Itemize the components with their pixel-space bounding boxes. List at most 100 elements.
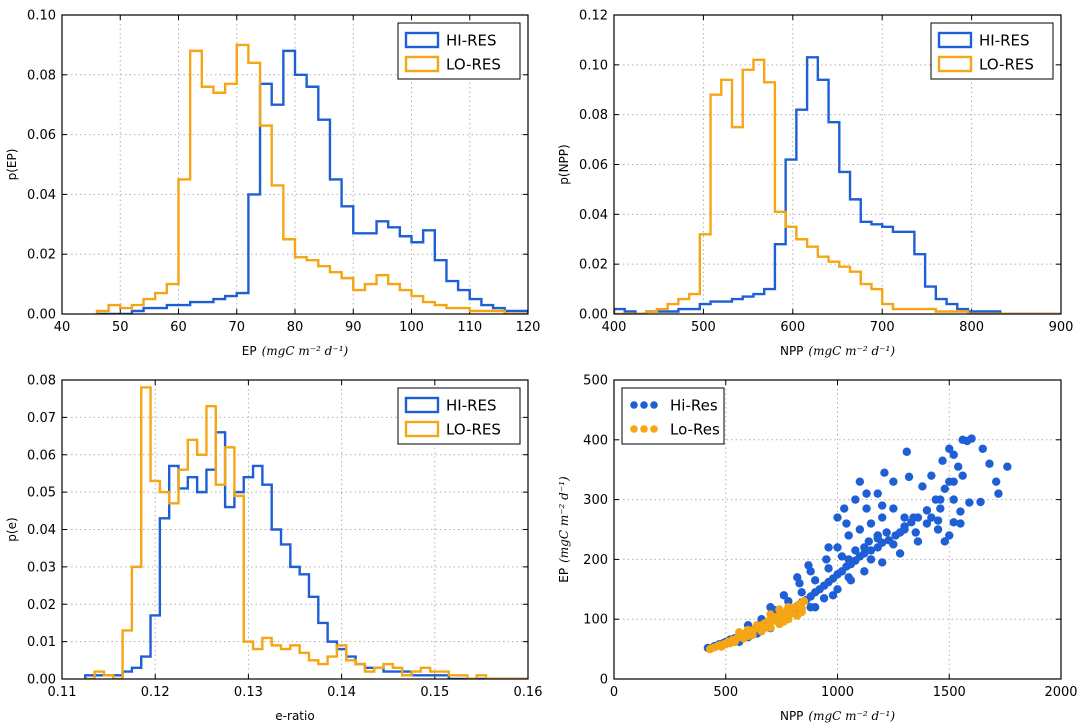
scatter-point-hi-res (949, 450, 958, 459)
legend-label: LO-RES (446, 56, 501, 74)
scatter-point-hi-res (844, 531, 853, 540)
x-tick-label: 1000 (821, 685, 854, 700)
y-tick-label: 0.04 (579, 208, 608, 223)
scatter-point-hi-res (956, 507, 965, 516)
legend-marker (650, 401, 658, 409)
x-tick-label: 120 (516, 320, 541, 335)
scatter-point-hi-res (810, 576, 820, 585)
scatter-point-hi-res (779, 591, 789, 600)
y-axis-label: p(NPP) (557, 144, 571, 184)
y-axis-name: p(e) (5, 517, 19, 541)
legend: HI-RES LO-RES (930, 22, 1054, 80)
scatter-point-hi-res (949, 518, 958, 527)
scatter-point-lo-res (779, 617, 789, 626)
scatter-point-hi-res (994, 489, 1003, 498)
x-axis-label: NPP (mgC m⁻² d⁻¹) (780, 709, 895, 723)
scatter-point-lo-res (734, 628, 744, 637)
scatter-point-hi-res (793, 573, 802, 582)
scatter-point-lo-res (743, 625, 753, 635)
x-tick-label: 600 (780, 320, 805, 335)
scatter-point-hi-res (967, 434, 976, 443)
scatter-point-hi-res (936, 504, 945, 513)
scatter-point-hi-res (880, 468, 889, 477)
y-tick-label: 500 (583, 374, 608, 389)
x-tick-label: 900 (1049, 320, 1074, 335)
y-tick-label: 0.06 (579, 158, 608, 173)
y-axis-name: p(EP) (5, 149, 19, 181)
x-axis-name: NPP (780, 344, 803, 358)
y-axis-label: EP (mgC m⁻² d⁻¹) (557, 476, 571, 583)
scatter-point-hi-res (837, 552, 847, 561)
y-tick-label: 0.01 (27, 635, 56, 650)
scatter-point-hi-res (840, 504, 849, 513)
legend-label: Lo-Res (670, 421, 720, 439)
x-tick-label: 0.11 (48, 685, 77, 700)
scatter-point-hi-res (945, 531, 954, 540)
y-tick-label: 0.02 (579, 258, 608, 273)
legend-label: HI-RES (446, 32, 497, 50)
scatter-point-lo-res (775, 605, 784, 614)
scatter-point-lo-res (752, 620, 762, 630)
scatter-point-hi-res (862, 489, 871, 498)
scatter-point-lo-res (770, 616, 780, 625)
scatter-point-hi-res (936, 495, 945, 504)
scatter-point-lo-res (797, 607, 806, 617)
x-tick-label: 50 (112, 320, 129, 335)
x-tick-label: 100 (399, 320, 424, 335)
scatter-point-lo-res (717, 642, 726, 651)
legend-marker (630, 401, 638, 409)
legend-label: Hi-Res (670, 397, 718, 415)
series-line-lo-res (95, 43, 528, 314)
scatter-point-hi-res (949, 495, 958, 504)
legend-marker (640, 401, 648, 409)
scatter-point-hi-res (851, 546, 860, 555)
legend-marker (630, 425, 638, 433)
legend-label: LO-RES (979, 56, 1034, 74)
x-tick-label: 0.16 (514, 685, 543, 700)
scatter-point-hi-res (860, 543, 869, 552)
scatter-point-hi-res (922, 506, 932, 515)
scatter-point-hi-res (824, 543, 833, 552)
x-tick-label: 0.15 (420, 685, 449, 700)
scatter-point-hi-res (833, 513, 842, 522)
scatter-point-hi-res (882, 528, 891, 537)
scatter-point-hi-res (862, 504, 871, 513)
scatter-point-hi-res (933, 525, 943, 534)
scatter-point-hi-res (953, 462, 963, 471)
scatter-point-hi-res (797, 588, 806, 597)
x-tick-label: 110 (457, 320, 482, 335)
legend-box (621, 387, 725, 445)
series-line-hi-res (96, 49, 528, 314)
y-tick-label: 0.00 (27, 308, 56, 323)
x-tick-label: 0.14 (327, 685, 356, 700)
y-tick-label: 0.03 (27, 560, 56, 575)
x-tick-label: 500 (691, 320, 716, 335)
scatter-point-hi-res (810, 603, 820, 612)
y-axis-name: p(NPP) (557, 144, 571, 184)
scatter-point-hi-res (978, 444, 987, 453)
scatter-point-hi-res (895, 549, 905, 558)
npp-histogram-panel: 400 500 600 700 800 900 0.00 0.02 0.04 0.06 0.08 0.… (557, 9, 1073, 359)
scatter-point-lo-res (766, 610, 775, 619)
x-tick-label: 0 (610, 685, 618, 700)
scatter-point-hi-res (866, 555, 876, 564)
scatter-point-hi-res (866, 519, 876, 528)
scatter-point-hi-res (933, 516, 943, 525)
series-line-hi-res (84, 431, 528, 679)
scatter-point-lo-res (743, 631, 753, 641)
y-tick-label: 0.08 (27, 68, 56, 83)
y-tick-label: 0 (600, 673, 608, 688)
scatter-point-hi-res (913, 537, 923, 546)
axes-frame (613, 14, 1062, 315)
legend: HI-RES LO-RES (397, 22, 521, 80)
scatter-point-hi-res (904, 472, 914, 482)
scatter-point-lo-res (788, 609, 797, 618)
data-layer (703, 434, 1012, 654)
y-tick-label: 0.00 (579, 308, 608, 323)
y-tick-label: 0.04 (27, 523, 56, 538)
x-tick-label: 40 (54, 320, 71, 335)
scatter-point-hi-res (927, 471, 936, 480)
y-tick-label: 0.02 (27, 248, 56, 263)
y-tick-label: 0.06 (27, 448, 56, 463)
x-axis-label: e-ratio (275, 709, 314, 723)
